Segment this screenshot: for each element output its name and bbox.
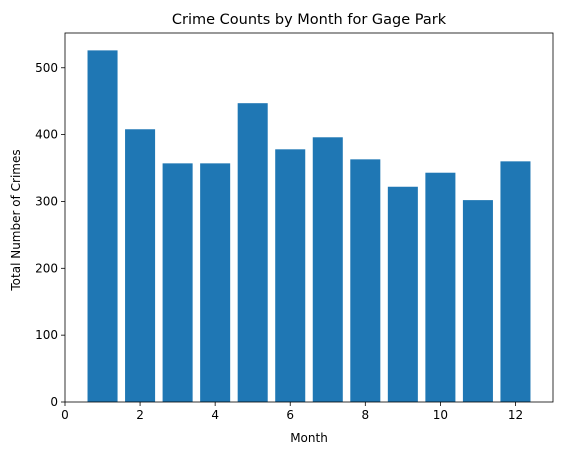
bar-month-3 <box>162 163 193 402</box>
bar-month-4 <box>200 163 231 402</box>
y-tick-label: 200 <box>35 261 58 275</box>
y-tick-label: 0 <box>50 395 58 409</box>
y-axis-ticks: 0 100 200 300 400 500 <box>35 61 65 409</box>
y-tick-label: 100 <box>35 328 58 342</box>
x-axis-ticks: 0 2 4 6 8 10 12 <box>61 402 523 422</box>
bar-month-9 <box>387 186 418 402</box>
x-tick-label: 4 <box>211 408 219 422</box>
bar-month-12 <box>500 161 531 402</box>
chart-title: Crime Counts by Month for Gage Park <box>172 12 447 28</box>
plot-area-frame <box>64 32 554 403</box>
x-tick-label: 12 <box>508 408 523 422</box>
x-tick-label: 6 <box>286 408 294 422</box>
y-tick-label: 500 <box>35 61 58 75</box>
bar-month-11 <box>462 200 493 402</box>
y-tick-label: 300 <box>35 194 58 208</box>
x-axis-label: Month <box>290 431 328 445</box>
bar-month-2 <box>125 129 156 402</box>
bar-month-1 <box>87 50 118 403</box>
bar-month-6 <box>275 149 306 402</box>
bar-month-7 <box>312 137 343 403</box>
x-tick-label: 8 <box>361 408 369 422</box>
y-tick-label: 400 <box>35 128 58 142</box>
bar-month-8 <box>350 159 381 402</box>
x-tick-label: 0 <box>61 408 69 422</box>
bars-group <box>87 50 531 403</box>
bar-month-5 <box>237 103 268 402</box>
x-tick-label: 10 <box>433 408 448 422</box>
bar-month-10 <box>425 172 456 402</box>
x-tick-label: 2 <box>136 408 144 422</box>
y-axis-label: Total Number of Crimes <box>9 149 23 291</box>
